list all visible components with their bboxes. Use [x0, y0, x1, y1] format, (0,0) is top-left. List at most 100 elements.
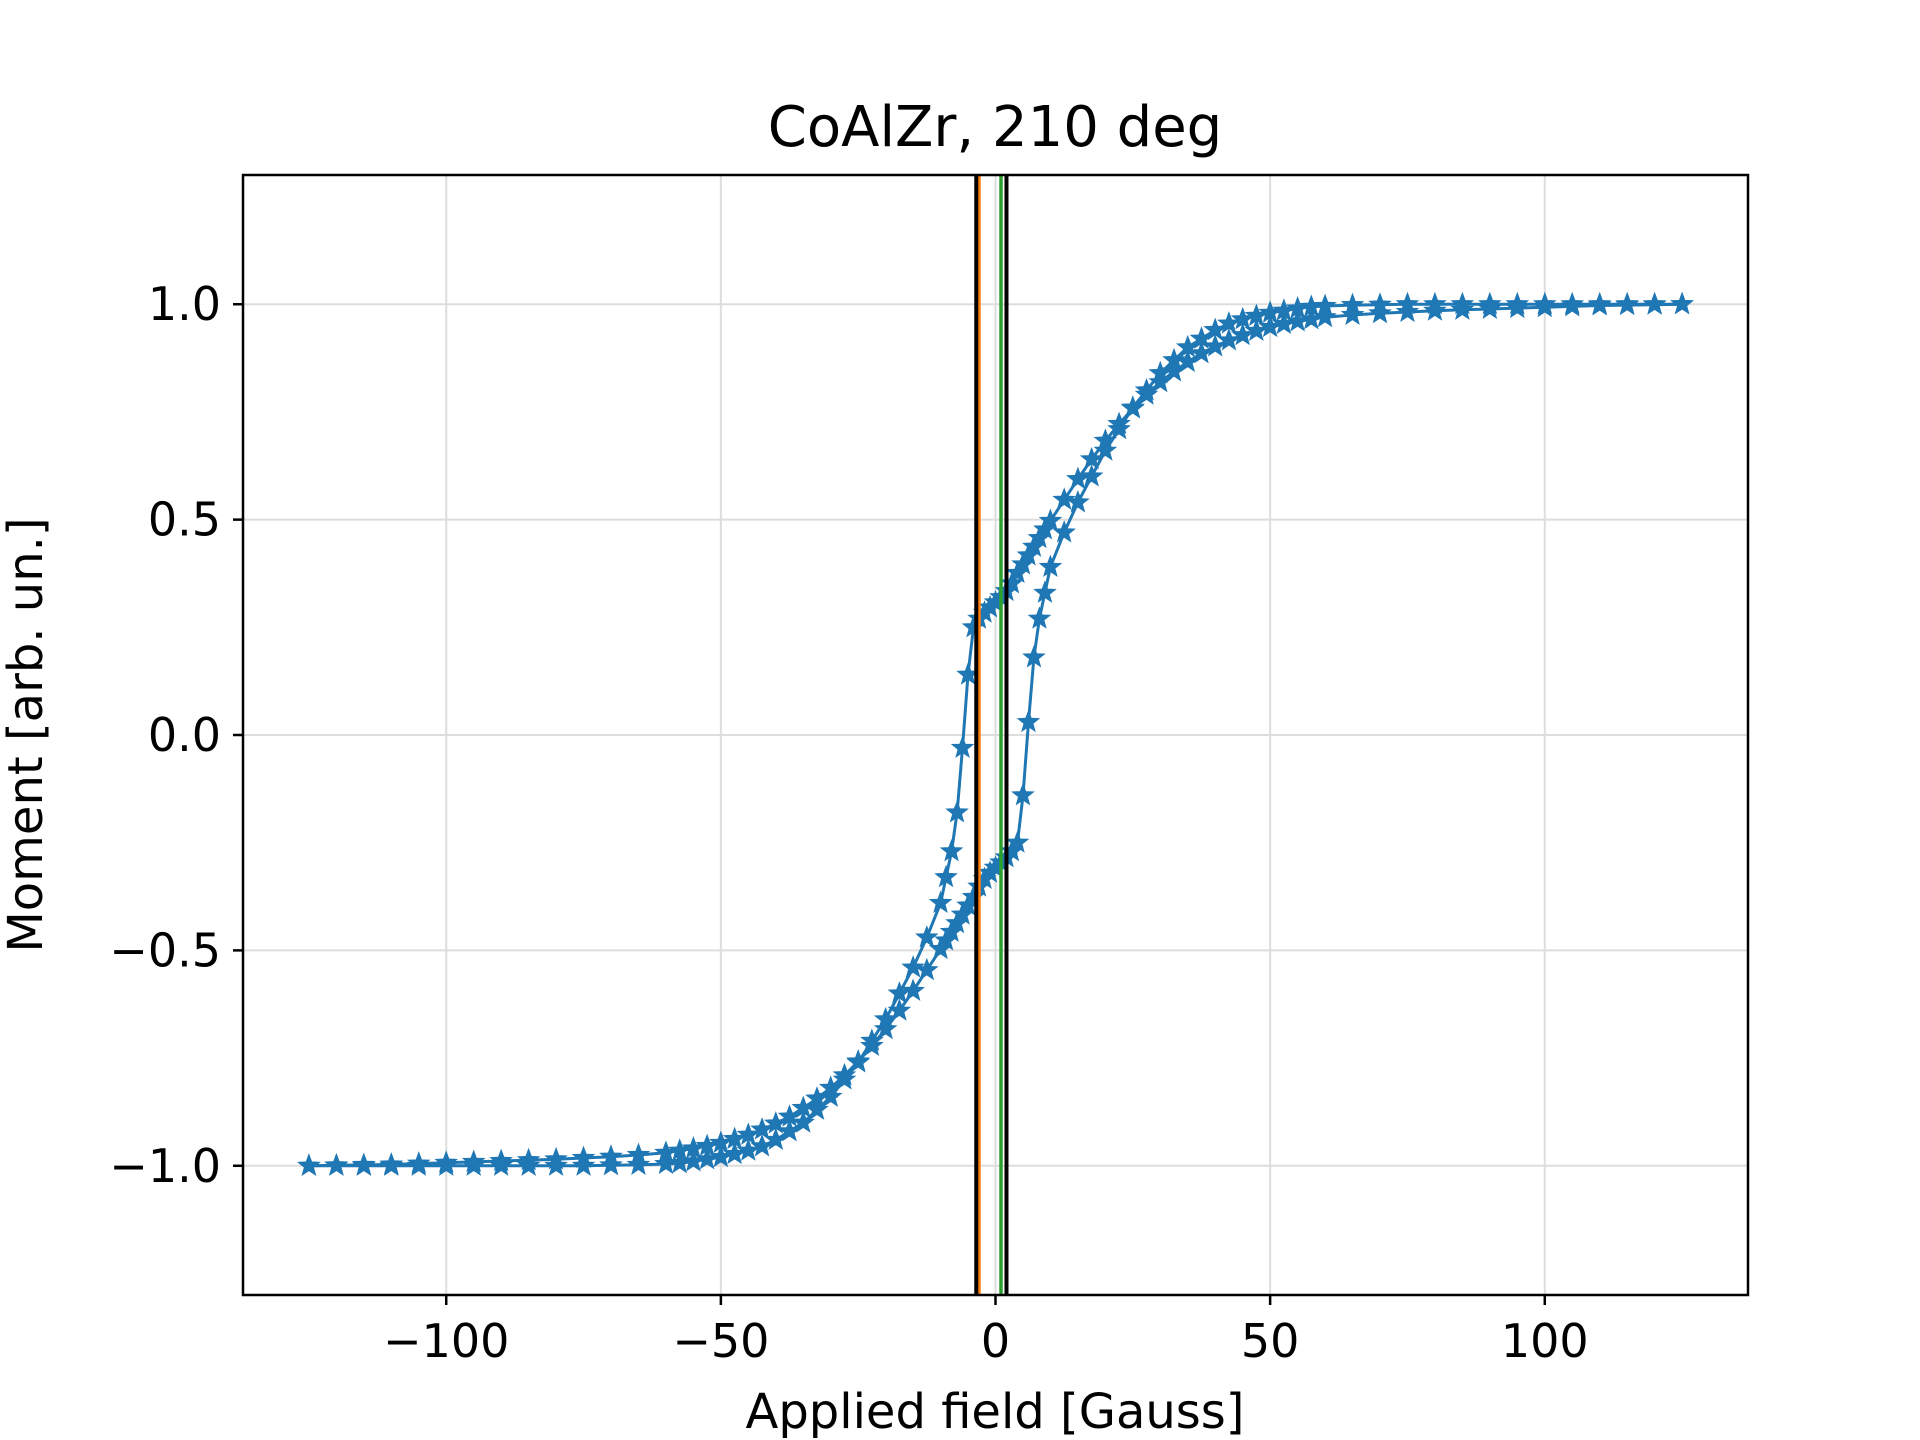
data-point — [1395, 299, 1420, 323]
data-point — [1505, 295, 1530, 319]
reference-lines — [974, 175, 1009, 1295]
data-point — [1022, 645, 1046, 668]
data-point — [1093, 428, 1118, 451]
data-point — [939, 838, 964, 862]
data-point — [915, 925, 939, 948]
series-0 — [297, 291, 1694, 1176]
data-point — [805, 1097, 829, 1120]
y-tick-label: 0.5 — [148, 493, 221, 547]
data-point — [1587, 293, 1612, 316]
data-point — [832, 1067, 857, 1090]
data-point — [1011, 782, 1035, 806]
data-point — [950, 735, 975, 758]
data-point — [599, 1152, 623, 1176]
data-point — [818, 1084, 843, 1107]
data-point — [1016, 709, 1041, 733]
data-point — [1005, 560, 1030, 584]
data-point — [1258, 314, 1282, 338]
data-point — [961, 884, 986, 908]
data-point — [1066, 466, 1090, 490]
data-point — [1615, 292, 1639, 316]
x-tick-label: −100 — [383, 1314, 509, 1368]
plot-area — [297, 291, 1694, 1176]
axis-ticks: −100 −50 0 50 100 1.0 0.5 0.0 −0.5 −1.0 — [109, 277, 1588, 1368]
data-point — [791, 1110, 816, 1133]
data-point — [324, 1153, 349, 1176]
data-point — [1340, 302, 1365, 326]
data-point — [571, 1153, 596, 1176]
data-point — [434, 1153, 459, 1176]
data-point — [873, 1016, 898, 1040]
data-point — [1016, 542, 1041, 566]
data-point — [1532, 294, 1557, 318]
x-tick-label: −50 — [672, 1314, 769, 1368]
data-point — [667, 1150, 692, 1174]
data-point — [1423, 298, 1447, 321]
data-point — [1642, 292, 1667, 315]
data-point — [352, 1153, 376, 1176]
x-tick-label: 0 — [981, 1314, 1010, 1368]
data-point — [1272, 311, 1296, 335]
data-point — [1670, 291, 1694, 315]
y-tick-label: −1.0 — [109, 1139, 221, 1193]
data-point — [1189, 340, 1214, 364]
data-point — [1079, 446, 1104, 470]
data-point — [1175, 349, 1200, 373]
x-tick-label: 50 — [1241, 1314, 1300, 1368]
data-point — [406, 1153, 431, 1176]
data-point — [1230, 322, 1255, 346]
data-point — [1368, 300, 1392, 324]
data-point — [934, 864, 958, 888]
data-point — [945, 800, 969, 823]
data-point — [1121, 396, 1145, 419]
data-point — [1217, 327, 1241, 351]
x-axis-label: Applied field [Gauss] — [745, 1384, 1244, 1440]
data-point — [297, 1153, 321, 1176]
y-tick-label: −0.5 — [109, 923, 221, 977]
chart-title: CoAlZr, 210 deg — [768, 95, 1222, 160]
data-point — [1038, 554, 1063, 578]
data-point — [1203, 333, 1228, 357]
data-point — [1005, 830, 1030, 853]
y-axis-label: Moment [arb. un.] — [0, 517, 54, 952]
data-point — [846, 1049, 870, 1073]
data-point — [626, 1152, 651, 1175]
data-point — [695, 1146, 719, 1170]
data-point — [961, 614, 986, 638]
x-tick-label: 100 — [1501, 1314, 1589, 1368]
data-point — [763, 1127, 788, 1150]
data-point — [1244, 318, 1269, 341]
data-point — [1093, 438, 1118, 461]
data-point — [709, 1144, 733, 1168]
data-point — [1299, 306, 1324, 330]
data-point — [777, 1118, 802, 1142]
data-point — [1134, 382, 1159, 405]
data-point — [379, 1153, 404, 1176]
data-point — [901, 978, 925, 1001]
data-point — [750, 1133, 774, 1157]
data-point — [544, 1153, 568, 1176]
data-point — [722, 1141, 747, 1165]
data-point — [928, 890, 953, 914]
data-point — [873, 1006, 898, 1030]
data-point — [1162, 358, 1186, 382]
data-point — [1027, 606, 1052, 629]
data-point — [1313, 304, 1337, 328]
data-point — [860, 1028, 884, 1051]
data-point — [1285, 309, 1310, 332]
data-point — [1450, 297, 1475, 320]
y-tick-label: 0.0 — [148, 708, 221, 762]
data-point — [1052, 487, 1076, 510]
data-point — [887, 981, 912, 1004]
data-point — [1478, 296, 1502, 320]
data-point — [1148, 369, 1173, 393]
y-tick-label: 1.0 — [148, 277, 221, 331]
data-point — [901, 955, 925, 978]
data-point — [681, 1149, 706, 1172]
data-point — [654, 1151, 678, 1175]
data-point — [461, 1153, 486, 1176]
data-point — [1107, 411, 1131, 435]
data-point — [1033, 580, 1057, 603]
